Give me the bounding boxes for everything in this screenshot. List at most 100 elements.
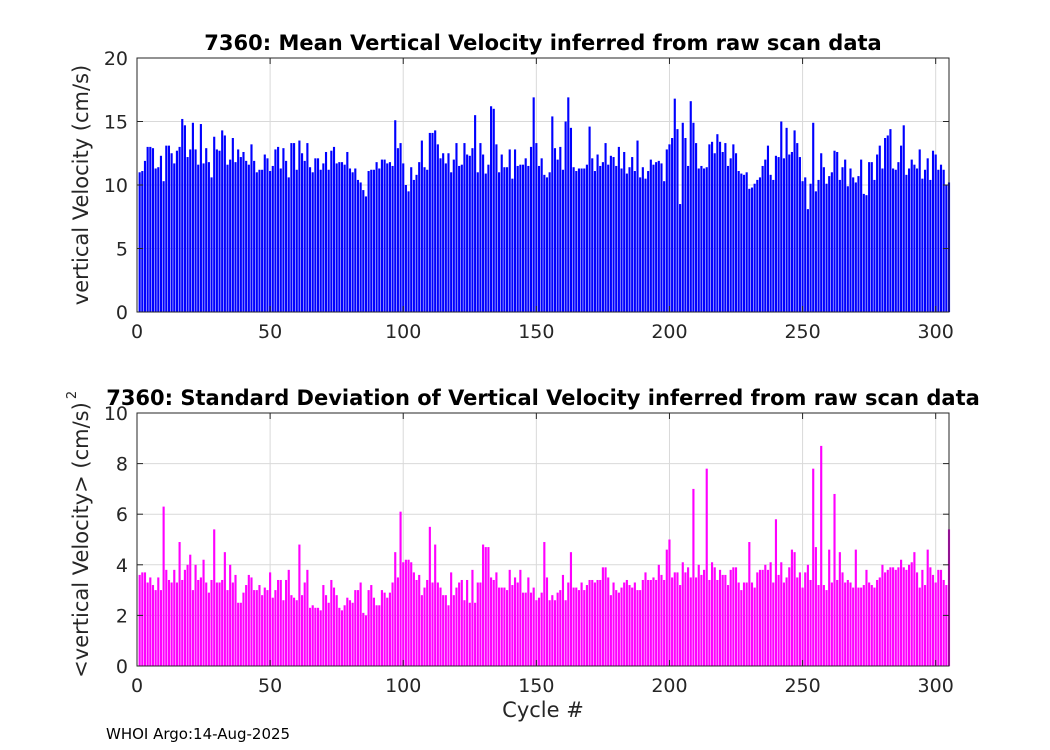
bar <box>926 158 929 312</box>
bar <box>253 590 256 666</box>
bar <box>277 146 280 312</box>
bar <box>167 579 171 666</box>
bar <box>285 160 288 312</box>
bar <box>876 154 879 312</box>
bar <box>817 585 820 666</box>
bar <box>655 579 658 666</box>
bar <box>569 552 573 666</box>
bar <box>324 595 328 666</box>
bar <box>316 607 320 666</box>
bar <box>894 569 897 666</box>
bar <box>809 579 812 666</box>
bar <box>639 590 642 666</box>
bar <box>346 597 349 666</box>
bar <box>716 579 719 666</box>
bar <box>434 544 437 666</box>
bar <box>380 590 383 666</box>
bar <box>652 164 655 312</box>
bar <box>865 195 868 312</box>
bar <box>362 190 365 312</box>
bar <box>796 143 799 312</box>
bar <box>516 165 519 312</box>
bar <box>724 574 727 666</box>
bar <box>692 122 695 313</box>
bar <box>934 582 937 666</box>
bar <box>591 158 594 312</box>
bar <box>923 169 927 312</box>
bar <box>660 574 663 666</box>
bar <box>218 582 221 666</box>
bar <box>604 143 607 312</box>
bar <box>631 157 634 312</box>
bar <box>790 151 793 312</box>
bar <box>367 171 370 312</box>
bar <box>293 143 296 312</box>
bar <box>929 567 932 666</box>
bar <box>468 155 471 312</box>
bar <box>372 169 376 312</box>
bar <box>665 549 668 666</box>
bar <box>838 552 841 666</box>
bar <box>223 135 226 312</box>
bar <box>758 177 762 312</box>
bar <box>641 579 644 666</box>
bar <box>934 154 937 312</box>
bar <box>601 567 604 666</box>
bar <box>340 162 344 312</box>
bar <box>929 179 932 312</box>
bar <box>583 590 586 666</box>
x-axis-label: Cycle # <box>502 698 584 722</box>
bar <box>157 577 160 666</box>
bar <box>410 167 413 312</box>
bar <box>388 162 391 312</box>
bar <box>726 165 730 312</box>
bar <box>734 153 738 312</box>
bar <box>790 549 793 666</box>
bar <box>431 132 434 312</box>
bar <box>639 177 642 312</box>
bar <box>857 176 860 312</box>
bar <box>466 579 469 666</box>
bar <box>287 569 290 666</box>
bar <box>466 154 469 312</box>
bar <box>931 150 935 312</box>
bar <box>338 607 341 666</box>
bar <box>908 168 911 312</box>
bar <box>191 590 194 666</box>
bar <box>229 159 232 312</box>
bar <box>718 569 722 666</box>
bar <box>391 165 394 312</box>
bar <box>162 506 165 666</box>
bar <box>410 562 413 666</box>
bar <box>319 169 322 312</box>
bar <box>141 572 144 666</box>
bar <box>351 172 354 312</box>
bar <box>615 165 618 312</box>
bar <box>378 168 381 312</box>
bar <box>266 158 269 312</box>
bar <box>782 582 786 666</box>
bar <box>676 129 679 312</box>
bar <box>567 582 570 666</box>
bar <box>745 172 748 312</box>
bar <box>250 144 253 312</box>
bar <box>524 158 527 312</box>
bar <box>729 569 732 666</box>
bar <box>644 178 647 312</box>
bar <box>420 595 423 666</box>
bar <box>532 97 535 313</box>
bar <box>239 157 242 312</box>
bar <box>255 590 258 666</box>
bar <box>931 574 935 666</box>
bar <box>210 579 213 666</box>
bar <box>149 146 152 312</box>
x-tick-label: 250 <box>784 321 820 343</box>
x-tick-label: 0 <box>131 675 143 697</box>
bar <box>221 130 224 312</box>
bar <box>892 168 895 312</box>
bar <box>364 615 368 666</box>
bar <box>492 579 495 666</box>
bar <box>910 562 913 666</box>
bar <box>849 582 852 666</box>
bar <box>500 587 503 666</box>
